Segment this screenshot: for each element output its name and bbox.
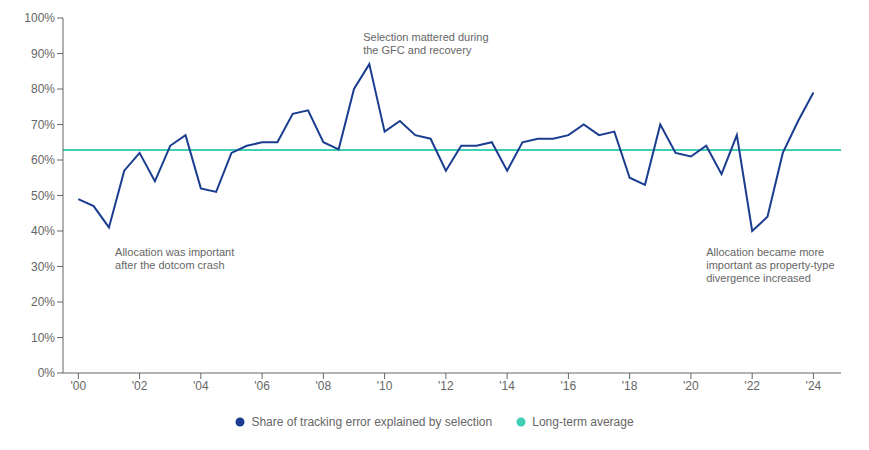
svg-text:'20: '20	[683, 379, 699, 393]
svg-text:'06: '06	[254, 379, 270, 393]
svg-text:'12: '12	[438, 379, 454, 393]
svg-text:Allocation was importantafter: Allocation was importantafter the dotcom…	[115, 246, 234, 271]
svg-text:'18: '18	[622, 379, 638, 393]
svg-text:60%: 60%	[31, 153, 55, 167]
svg-text:80%: 80%	[31, 82, 55, 96]
svg-text:'16: '16	[561, 379, 577, 393]
svg-text:Allocation became moreimportan: Allocation became moreimportant as prope…	[706, 246, 834, 284]
svg-text:30%: 30%	[31, 260, 55, 274]
svg-text:100%: 100%	[24, 11, 55, 25]
svg-text:Selection mattered duringthe G: Selection mattered duringthe GFC and rec…	[363, 31, 488, 56]
svg-text:20%: 20%	[31, 295, 55, 309]
svg-text:'22: '22	[744, 379, 760, 393]
svg-text:'10: '10	[377, 379, 393, 393]
svg-text:0%: 0%	[38, 366, 56, 380]
svg-text:'14: '14	[499, 379, 515, 393]
svg-text:10%: 10%	[31, 331, 55, 345]
svg-text:90%: 90%	[31, 47, 55, 61]
svg-text:70%: 70%	[31, 118, 55, 132]
svg-text:50%: 50%	[31, 189, 55, 203]
svg-text:'24: '24	[806, 379, 822, 393]
html-text:Long-term average: Long-term average	[532, 415, 634, 429]
svg-text:'04: '04	[193, 379, 209, 393]
svg-text:'00: '00	[70, 379, 86, 393]
svg-text:40%: 40%	[31, 224, 55, 238]
html-text:Share of tracking error explai: Share of tracking error explained by sel…	[251, 415, 493, 429]
svg-text:'02: '02	[132, 379, 148, 393]
svg-text:'08: '08	[316, 379, 332, 393]
